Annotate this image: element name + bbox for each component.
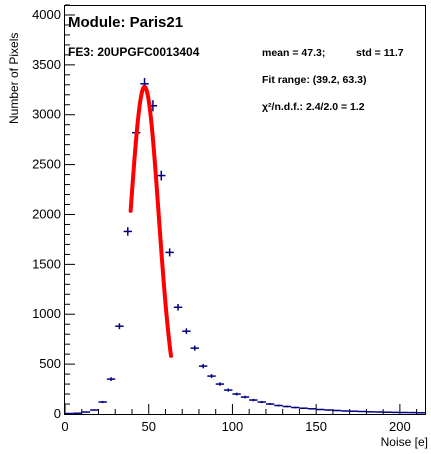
data-point	[399, 411, 409, 414]
data-point	[307, 408, 317, 410]
data-point	[123, 227, 132, 236]
data-point	[416, 412, 425, 414]
data-point	[374, 411, 384, 413]
y-tick-label: 2500	[32, 157, 61, 172]
plot-frame	[64, 5, 426, 415]
data-point	[282, 405, 292, 408]
data-point	[182, 328, 191, 335]
data-point	[190, 345, 199, 351]
y-axis-title: Number of Pixels	[7, 33, 21, 124]
data-point	[198, 363, 208, 369]
data-point	[173, 303, 183, 311]
data-point	[332, 409, 342, 412]
data-point	[324, 409, 333, 411]
data-point	[391, 411, 400, 414]
y-axis: 0 500 1000 1500 2000 2500 3000 3500 4000	[32, 4, 75, 421]
data-point	[207, 374, 216, 379]
data-point	[349, 410, 359, 412]
data-point	[249, 398, 258, 402]
data-point	[165, 248, 174, 257]
x-axis: 0 50 100 150 200	[61, 404, 418, 434]
chart-title: Module: Paris21	[68, 14, 183, 31]
data-point	[274, 404, 283, 407]
data-point	[366, 411, 375, 413]
data-point	[265, 403, 275, 406]
data-point	[98, 400, 107, 404]
data-points	[65, 78, 425, 415]
data-point	[232, 392, 241, 396]
data-point	[224, 388, 233, 392]
stat-std: std = 11.7	[356, 47, 404, 59]
x-axis-title: Noise [e]	[381, 435, 428, 449]
chart-subtitle: FE3: 20UPGFC0013404	[68, 45, 200, 59]
data-point	[215, 382, 225, 386]
x-tick-label: 0	[61, 419, 68, 434]
data-point	[90, 409, 99, 411]
data-point	[291, 406, 300, 409]
data-point	[157, 170, 166, 181]
data-point	[316, 408, 325, 411]
data-point	[73, 412, 82, 414]
x-tick-label: 150	[305, 419, 327, 434]
fit-curve	[128, 84, 173, 358]
data-point	[341, 410, 350, 412]
y-tick-label: 1000	[32, 306, 61, 321]
y-tick-label: 2000	[32, 206, 61, 221]
data-point	[240, 395, 250, 399]
stat-mean: mean = 47.3;	[262, 47, 325, 59]
data-point	[115, 323, 124, 330]
y-tick-label: 1500	[32, 256, 61, 271]
y-tick-label: 3500	[32, 57, 61, 72]
data-point	[299, 407, 308, 409]
y-tick-label: 0	[54, 406, 61, 421]
x-tick-label: 50	[141, 419, 155, 434]
x-tick-label: 100	[222, 419, 244, 434]
y-tick-label: 4000	[32, 7, 61, 22]
y-tick-label: 500	[39, 356, 61, 371]
data-point	[106, 377, 116, 381]
data-point	[358, 410, 367, 413]
x-tick-label: 200	[389, 419, 411, 434]
data-point	[383, 411, 392, 413]
data-point	[257, 400, 266, 404]
stat-fit-range: Fit range: (39.2, 63.3)	[262, 74, 366, 86]
y-tick-label: 3000	[32, 107, 61, 122]
data-point	[408, 411, 417, 414]
stat-chi2: χ²/n.d.f.: 2.4/2.0 = 1.2	[262, 101, 365, 113]
data-point	[81, 411, 91, 413]
